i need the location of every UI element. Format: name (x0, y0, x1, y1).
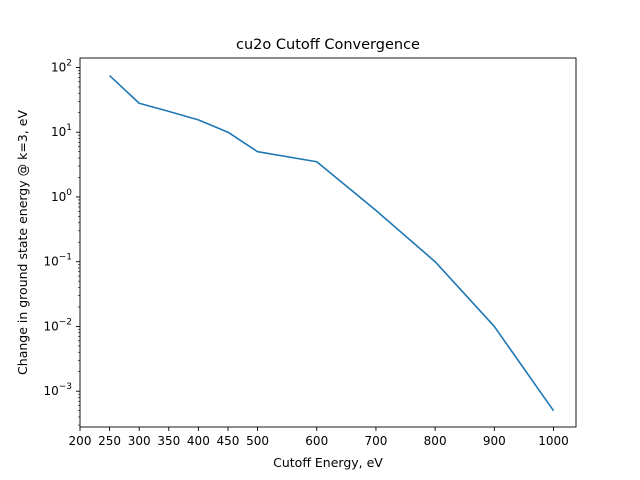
x-tick-label: 400 (187, 434, 210, 448)
y-tick-label: 100 (51, 188, 72, 204)
x-tick-label: 200 (69, 434, 92, 448)
x-tick-label: 300 (128, 434, 151, 448)
chart-title: cu2o Cutoff Convergence (236, 37, 420, 53)
x-axis-ticks: 200 250 300 350 400 450 500 600 700 800 900 1000 (69, 427, 569, 448)
y-axis-ticks: 102 101 100 10−1 10−2 10−3 (43, 58, 80, 426)
x-tick-label: 450 (217, 434, 240, 448)
x-tick-label: 500 (246, 434, 269, 448)
y-tick-label: 10−1 (43, 253, 72, 269)
x-tick-label: 900 (483, 434, 506, 448)
x-tick-label: 700 (364, 434, 387, 448)
x-tick-label: 800 (424, 434, 447, 448)
plot-area-frame (79, 57, 577, 428)
x-tick-label: 1000 (538, 434, 569, 448)
y-tick-label: 10−2 (43, 317, 72, 333)
x-tick-label: 350 (157, 434, 180, 448)
y-tick-label: 10−3 (43, 382, 72, 398)
y-tick-label: 102 (51, 58, 72, 74)
x-tick-label: 600 (305, 434, 328, 448)
x-tick-label: 250 (98, 434, 121, 448)
x-axis-label: Cutoff Energy, eV (273, 455, 383, 470)
y-axis-label: Change in ground state energy @ k=3, eV (15, 110, 30, 375)
series-line (109, 74, 555, 412)
y-tick-label: 101 (51, 123, 72, 139)
